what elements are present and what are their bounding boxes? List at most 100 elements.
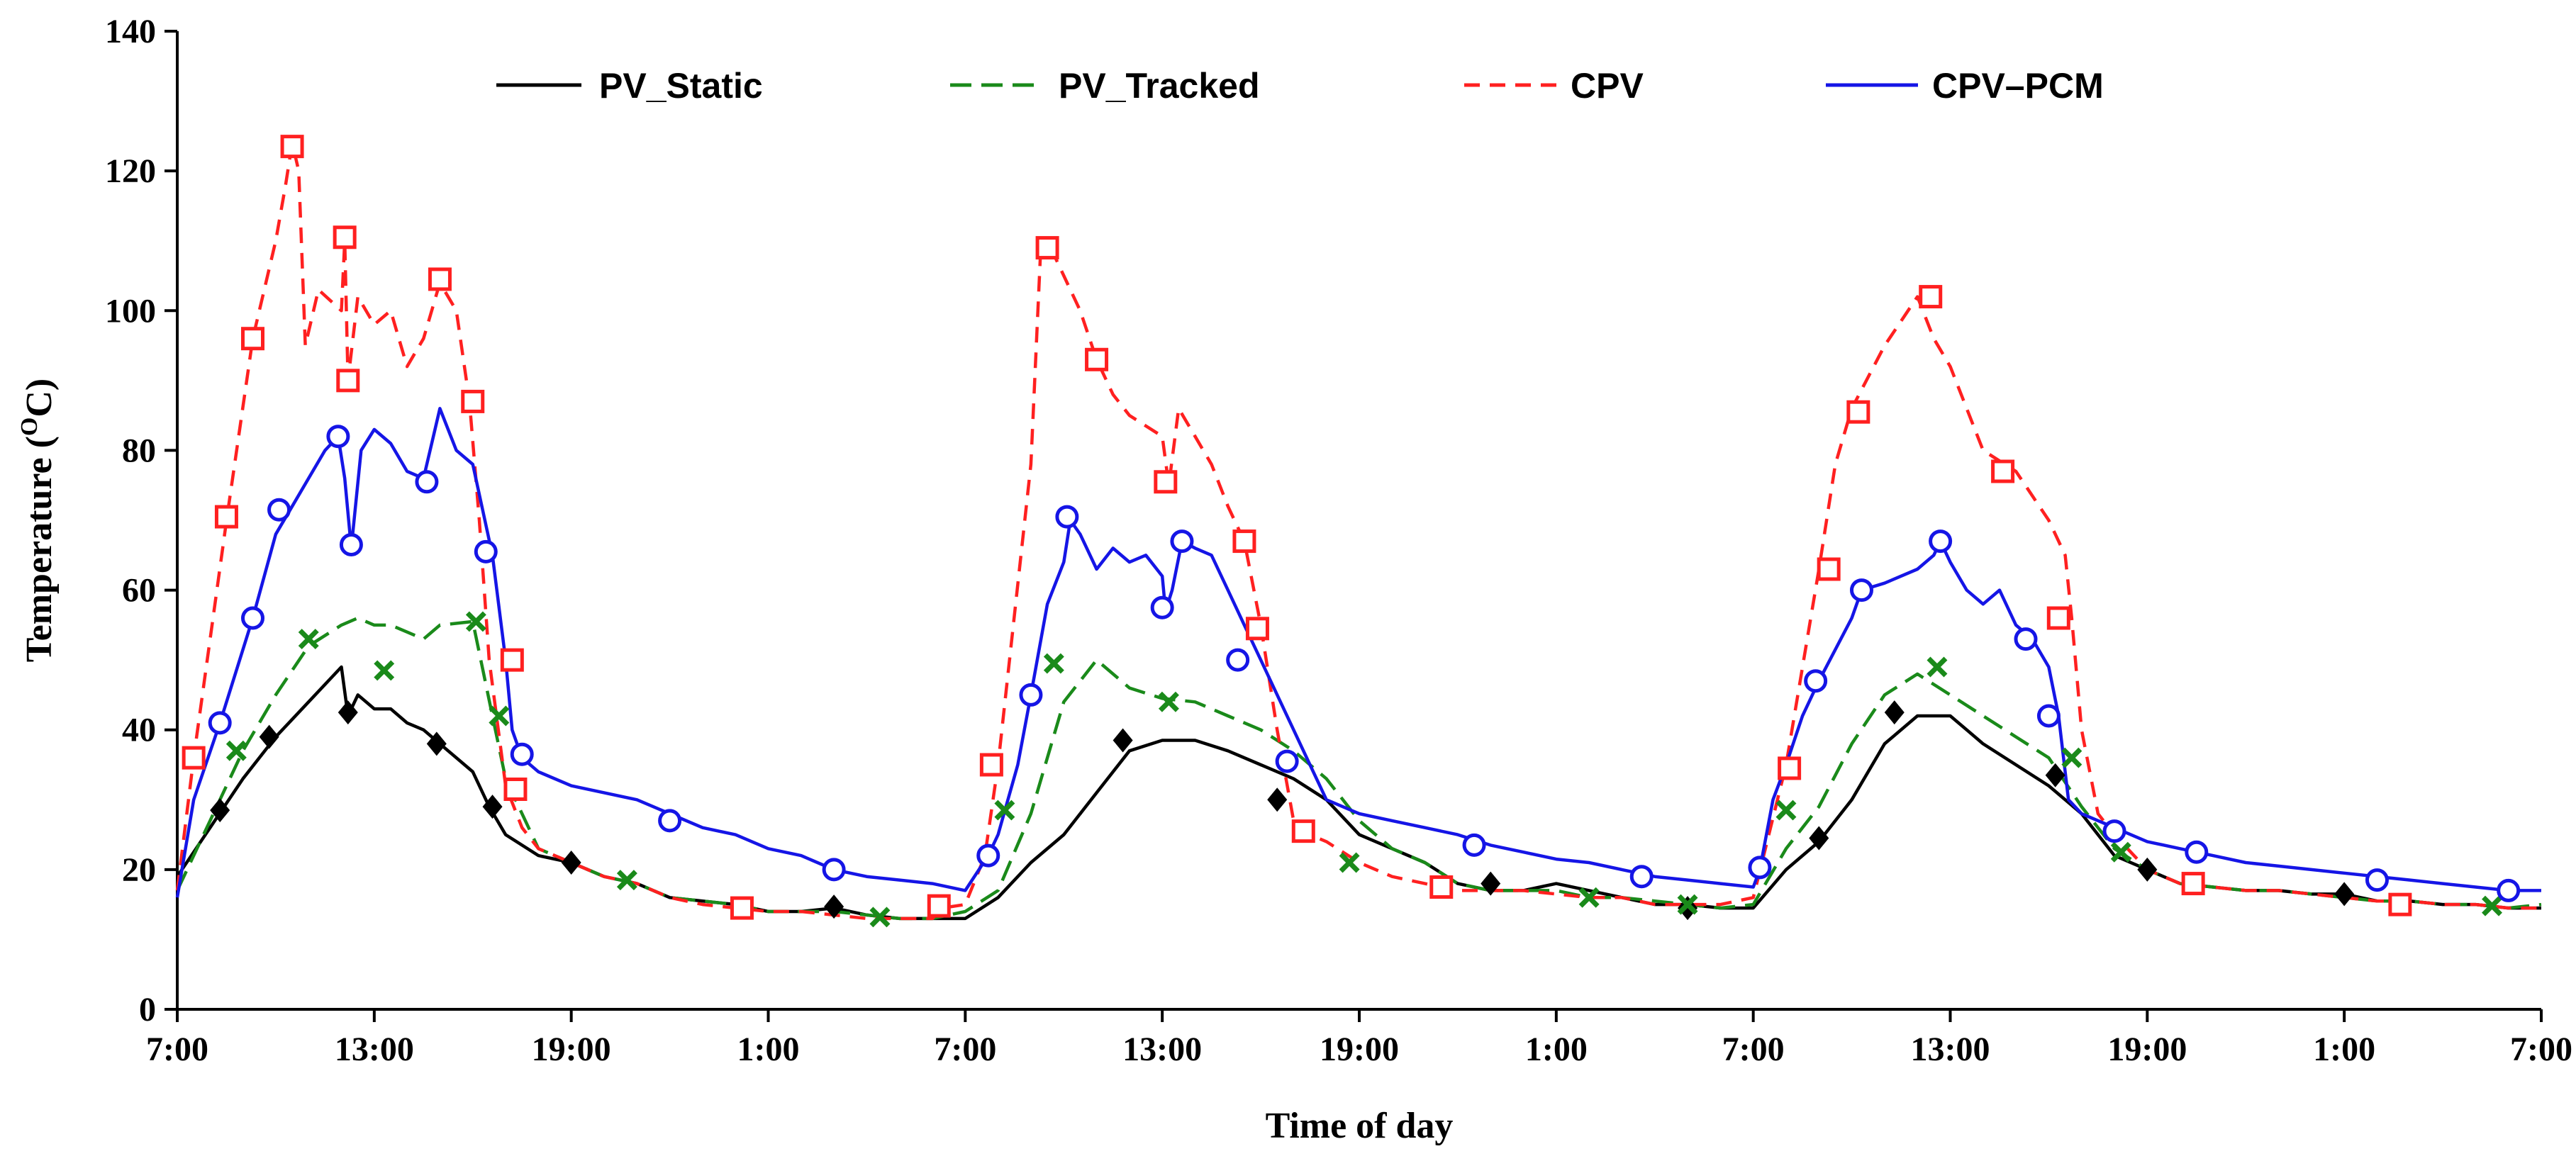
marker-pv-tracked-stroke: [1927, 656, 1948, 678]
marker-pv-tracked-stroke: [869, 907, 891, 928]
marker-cpv-pcm: [976, 843, 1000, 868]
marker-cpv: [1291, 819, 1315, 843]
marker-pv-tracked-stroke: [1158, 691, 1179, 712]
y-tick-label: 100: [105, 292, 156, 330]
x-tick-label: 13:00: [335, 1031, 414, 1068]
marker-cpv-pcm: [510, 742, 534, 766]
marker-pv-tracked: [1578, 887, 1600, 908]
marker-pv-tracked: [616, 870, 637, 891]
legend-item-pv-tracked: PV_Tracked: [950, 66, 1260, 106]
marker-cpv-pcm: [208, 711, 232, 735]
marker-cpv: [428, 267, 452, 291]
marker-cpv-pcm: [1462, 833, 1486, 857]
marker-cpv: [241, 327, 265, 351]
marker-cpv-pcm: [241, 606, 265, 630]
marker-pv-tracked: [2061, 747, 2082, 768]
marker-pv-static: [1113, 728, 1133, 753]
marker-pv-tracked: [1927, 656, 1948, 678]
series-lines: [175, 141, 2542, 921]
marker-cpv-pcm: [1804, 669, 1828, 693]
marker-cpv-pcm: [339, 533, 363, 556]
x-tick-label: 1:00: [737, 1031, 800, 1068]
marker-cpv: [1817, 557, 1841, 581]
legend: PV_Static PV_Tracked CPV CPV–PCM: [496, 66, 2104, 106]
marker-cpv-pcm: [2185, 840, 2209, 864]
marker-cpv-pcm: [1929, 529, 1953, 554]
x-tick-label: 7:00: [1722, 1031, 1785, 1068]
marker-cpv: [1846, 400, 1870, 424]
x-axis-title: Time of day: [1266, 1106, 1454, 1146]
marker-pv-tracked-stroke: [1775, 800, 1797, 821]
y-axis-title-superscript: O: [16, 417, 43, 436]
x-tick-label: 13:00: [1911, 1031, 1990, 1068]
y-tick-label: 60: [122, 572, 156, 610]
marker-cpv: [2046, 606, 2070, 630]
x-ticks: 7:00 13:00 19:00 1:00 7:00 13:00 19:00 1:00 7:00…: [146, 1009, 2572, 1068]
marker-pv-tracked-stroke: [374, 660, 395, 681]
y-tick-label: 140: [105, 13, 156, 50]
y-tick-label: 0: [139, 991, 156, 1028]
x-tick-label: 13:00: [1122, 1031, 1202, 1068]
y-axis-title: Temperature (OC): [16, 378, 60, 663]
marker-cpv: [336, 369, 360, 393]
marker-cpv: [730, 896, 754, 920]
marker-pv-tracked-stroke: [489, 705, 510, 727]
marker-cpv: [2388, 892, 2412, 916]
marker-cpv-pcm: [415, 470, 439, 494]
marker-pv-static: [2045, 763, 2065, 787]
legend-label-pv-static: PV_Static: [599, 66, 763, 106]
marker-pv-tracked: [489, 705, 510, 727]
marker-cpv-pcm: [1055, 505, 1079, 529]
marker-cpv: [1245, 617, 1269, 641]
marker-pv-static: [561, 851, 581, 875]
marker-cpv: [1085, 347, 1109, 371]
marker-cpv: [461, 389, 485, 413]
marker-pv-tracked-stroke: [465, 611, 486, 632]
marker-pv-tracked-stroke: [1339, 852, 1360, 873]
marker-cpv-pcm: [658, 809, 682, 833]
marker-cpv-pcm: [1849, 578, 1873, 602]
marker-cpv: [500, 648, 524, 672]
x-tick-label: 7:00: [934, 1031, 996, 1068]
marker-pv-tracked-stroke: [994, 800, 1015, 821]
marker-pv-tracked: [994, 800, 1015, 821]
marker-pv-static: [1481, 871, 1501, 896]
marker-pv-tracked: [225, 740, 247, 761]
marker-cpv-pcm: [822, 858, 846, 882]
x-tick-label: 19:00: [532, 1031, 611, 1068]
marker-cpv-pcm: [326, 425, 350, 449]
marker-cpv: [1154, 470, 1178, 494]
marker-cpv-pcm: [1170, 529, 1194, 554]
marker-cpv: [1035, 236, 1059, 260]
marker-pv-tracked: [298, 629, 319, 650]
y-tick-label: 20: [122, 851, 156, 889]
y-tick-label: 80: [122, 432, 156, 469]
legend-label-cpv: CPV: [1571, 66, 1644, 106]
marker-cpv: [1778, 756, 1802, 780]
marker-pv-tracked: [1339, 852, 1360, 873]
legend-item-cpv-pcm: CPV–PCM: [1826, 66, 2104, 106]
marker-cpv-pcm: [2036, 704, 2061, 728]
marker-pv-static: [1267, 787, 1288, 812]
marker-cpv-pcm: [2014, 627, 2038, 651]
marker-pv-static: [2334, 882, 2355, 907]
marker-cpv-pcm: [1748, 856, 1772, 880]
marker-pv-tracked-stroke: [298, 629, 319, 650]
marker-cpv-pcm: [2365, 868, 2389, 892]
x-tick-label: 1:00: [2313, 1031, 2375, 1068]
marker-pv-tracked: [374, 660, 395, 681]
marker-cpv: [1991, 459, 2015, 483]
series-markers: [182, 135, 2521, 928]
marker-cpv-pcm: [1275, 749, 1299, 773]
marker-cpv: [182, 746, 206, 770]
marker-pv-static: [426, 731, 447, 756]
marker-cpv-pcm: [2497, 878, 2521, 902]
marker-pv-tracked: [1158, 691, 1179, 712]
x-tick-label: 7:00: [146, 1031, 208, 1068]
y-axis-title-suffix: C): [19, 378, 60, 417]
marker-cpv: [214, 505, 238, 529]
legend-item-cpv: CPV: [1464, 66, 1644, 106]
marker-pv-static: [2137, 857, 2158, 882]
marker-pv-tracked-stroke: [2110, 841, 2131, 863]
